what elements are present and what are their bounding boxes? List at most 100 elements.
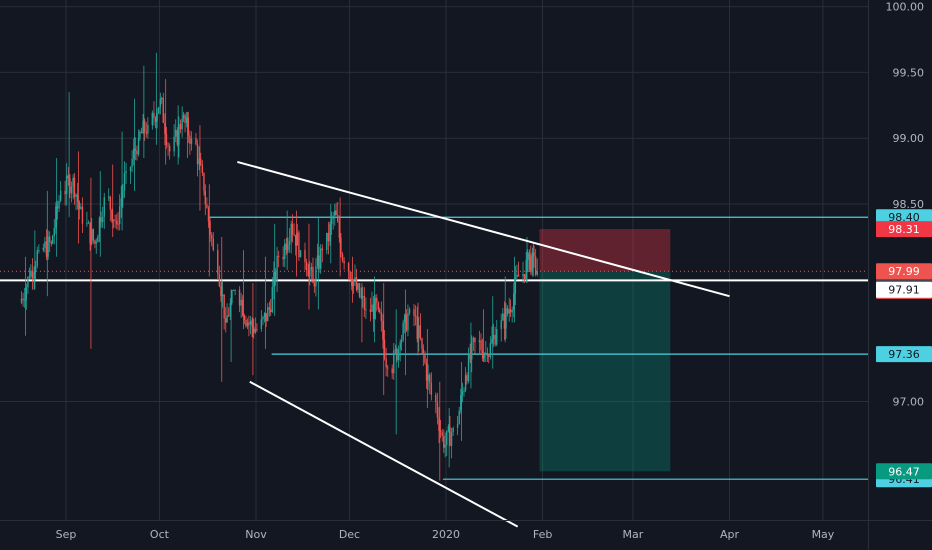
x-tick-label: Feb <box>533 528 552 541</box>
candle-body <box>221 294 224 297</box>
candle-body <box>330 218 333 225</box>
upper-trendline[interactable] <box>237 160 730 298</box>
price-tag-text: 97.36 <box>888 348 920 361</box>
candle-body <box>284 243 286 260</box>
candle-body <box>358 283 361 297</box>
candle-body <box>443 435 445 448</box>
candle-body <box>404 314 406 323</box>
candle-body <box>513 293 515 310</box>
candle-body <box>312 266 314 284</box>
candle-body <box>133 148 135 159</box>
candle-body <box>274 271 277 281</box>
candle-body <box>467 353 470 381</box>
candle-body <box>491 338 493 343</box>
candle-body <box>89 222 91 244</box>
candle-body <box>427 374 429 381</box>
candle-body <box>203 172 205 191</box>
candle-body <box>376 297 378 303</box>
candle-body <box>263 313 266 318</box>
candle-body <box>360 296 362 298</box>
candle-body <box>295 235 297 246</box>
price-tag-97.91[interactable]: 97.91 <box>876 281 932 298</box>
candle-body <box>379 309 381 313</box>
candle-body <box>131 158 133 168</box>
candle-body <box>483 354 485 359</box>
price-tag-97.99[interactable]: 97.99 <box>876 263 932 280</box>
candle-body <box>103 197 105 217</box>
candle-body <box>407 312 409 331</box>
candle-body <box>22 298 24 301</box>
x-tick-label: Mar <box>623 528 644 541</box>
candle-body <box>204 190 206 205</box>
level-lines <box>0 216 868 480</box>
y-tick-label: 99.00 <box>893 132 925 145</box>
candle-body <box>268 307 271 310</box>
candle-body <box>391 368 393 374</box>
candle-body <box>201 164 204 173</box>
price-tag-98.31[interactable]: 98.31 <box>876 221 932 238</box>
x-tick-label: Nov <box>245 528 267 541</box>
price-tag-text: 97.99 <box>888 265 920 278</box>
candle-body <box>502 313 504 321</box>
candle-body <box>168 146 171 152</box>
y-tick-label: 100.00 <box>886 1 925 14</box>
price-tag-text: 96.47 <box>888 465 920 478</box>
candle-body <box>134 148 137 151</box>
candle-body <box>422 348 425 355</box>
candle-body <box>97 236 99 243</box>
candle-body <box>320 248 322 269</box>
price-tag-96.47[interactable]: 96.47 <box>876 463 932 480</box>
candle-body <box>218 274 221 287</box>
candle-body <box>273 271 275 288</box>
candle-body <box>374 297 376 319</box>
candle-body <box>42 247 45 251</box>
lower-trendline[interactable] <box>249 380 519 528</box>
candle-body <box>447 426 450 431</box>
candle-body <box>463 390 465 392</box>
price-tag-text: 98.40 <box>888 211 920 224</box>
candle-body <box>33 272 35 279</box>
candle-body <box>536 271 538 275</box>
candle-body <box>111 209 113 221</box>
candle-body <box>399 342 401 350</box>
candle-body <box>112 219 115 221</box>
level-tag-97.36[interactable]: 97.36 <box>876 346 932 363</box>
candle-body <box>343 260 345 264</box>
candle-body <box>210 234 213 239</box>
candle-body <box>164 122 166 134</box>
candle-body <box>354 277 356 281</box>
candle-body <box>122 190 124 199</box>
candle-body <box>478 340 481 343</box>
candle-body <box>73 177 76 198</box>
candle-body <box>282 256 284 260</box>
candle-body <box>271 287 274 313</box>
candle-body <box>81 206 84 224</box>
candle-body <box>313 283 316 287</box>
candle-body <box>471 341 473 360</box>
candle-body <box>489 342 492 357</box>
candle-body <box>405 314 408 331</box>
candle-body <box>327 232 330 242</box>
candle-body <box>179 124 182 130</box>
candle-body <box>34 266 37 273</box>
candle-body <box>116 220 118 224</box>
candle-body <box>31 270 34 279</box>
candle-body <box>287 244 289 250</box>
candle-body <box>100 217 102 223</box>
candle-body <box>419 325 422 339</box>
candle-body <box>351 279 353 287</box>
candle-body <box>296 232 299 246</box>
candle-body <box>418 325 420 339</box>
candle-body <box>223 294 225 319</box>
candle-body <box>47 236 49 257</box>
candle-body <box>94 240 96 244</box>
candle-body <box>147 125 149 134</box>
candle-body <box>108 196 110 198</box>
candle-body <box>464 375 467 391</box>
candle-body <box>382 320 384 340</box>
candle-body <box>461 391 464 396</box>
candle-body <box>402 322 404 341</box>
candle-body <box>298 232 300 258</box>
candle-body <box>293 234 295 236</box>
candle-body <box>56 206 59 209</box>
